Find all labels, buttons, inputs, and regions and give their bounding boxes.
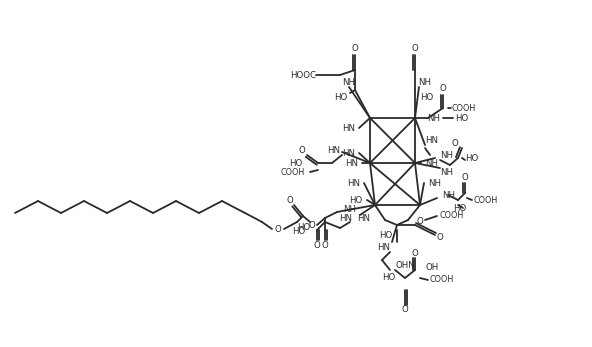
Text: O: O [417, 218, 423, 227]
Text: NH: NH [343, 77, 356, 86]
Text: HO: HO [297, 223, 310, 232]
Text: NH: NH [343, 204, 356, 213]
Text: HN: HN [425, 135, 438, 144]
Text: HO: HO [289, 159, 302, 168]
Text: COOH: COOH [440, 211, 464, 220]
Text: O: O [275, 225, 281, 234]
Text: HO: HO [292, 228, 305, 237]
Text: O: O [298, 145, 305, 154]
Text: O: O [314, 242, 320, 251]
Text: NH: NH [440, 151, 453, 160]
Text: HN: HN [377, 244, 390, 253]
Text: NH: NH [419, 77, 432, 86]
Text: O: O [287, 195, 294, 204]
Text: COOH: COOH [430, 276, 454, 285]
Text: COOH: COOH [474, 195, 498, 204]
Text: HO: HO [349, 195, 362, 204]
Text: HO: HO [453, 203, 466, 212]
Text: O: O [321, 240, 329, 249]
Text: HN: HN [345, 159, 358, 168]
Text: HO: HO [382, 273, 395, 282]
Text: HN: HN [342, 124, 355, 133]
Text: O: O [462, 172, 468, 181]
Text: NH: NH [427, 113, 440, 122]
Text: NH: NH [442, 191, 455, 200]
Text: O: O [411, 43, 419, 52]
Text: NH: NH [440, 168, 453, 177]
Text: O: O [437, 232, 443, 242]
Text: HN: HN [339, 213, 352, 222]
Text: HN: HN [327, 145, 340, 154]
Text: HOOC: HOOC [290, 70, 316, 79]
Text: O: O [308, 220, 316, 229]
Text: HO: HO [465, 153, 478, 162]
Text: OHN: OHN [395, 261, 415, 270]
Text: O: O [401, 305, 408, 314]
Text: O: O [352, 43, 358, 52]
Text: OH: OH [425, 263, 438, 272]
Text: HN: HN [347, 178, 360, 187]
Text: HO: HO [420, 93, 433, 102]
Text: COOH: COOH [452, 103, 476, 112]
Text: HO: HO [379, 230, 392, 239]
Text: O: O [452, 138, 458, 147]
Text: O: O [440, 84, 446, 93]
Text: HO: HO [334, 93, 347, 102]
Text: HO: HO [455, 113, 468, 122]
Text: O: O [411, 248, 419, 257]
Text: HN: HN [357, 213, 370, 222]
Text: NH: NH [425, 159, 438, 168]
Text: HN: HN [342, 149, 355, 158]
Text: COOH: COOH [281, 168, 305, 177]
Text: NH: NH [428, 178, 441, 187]
